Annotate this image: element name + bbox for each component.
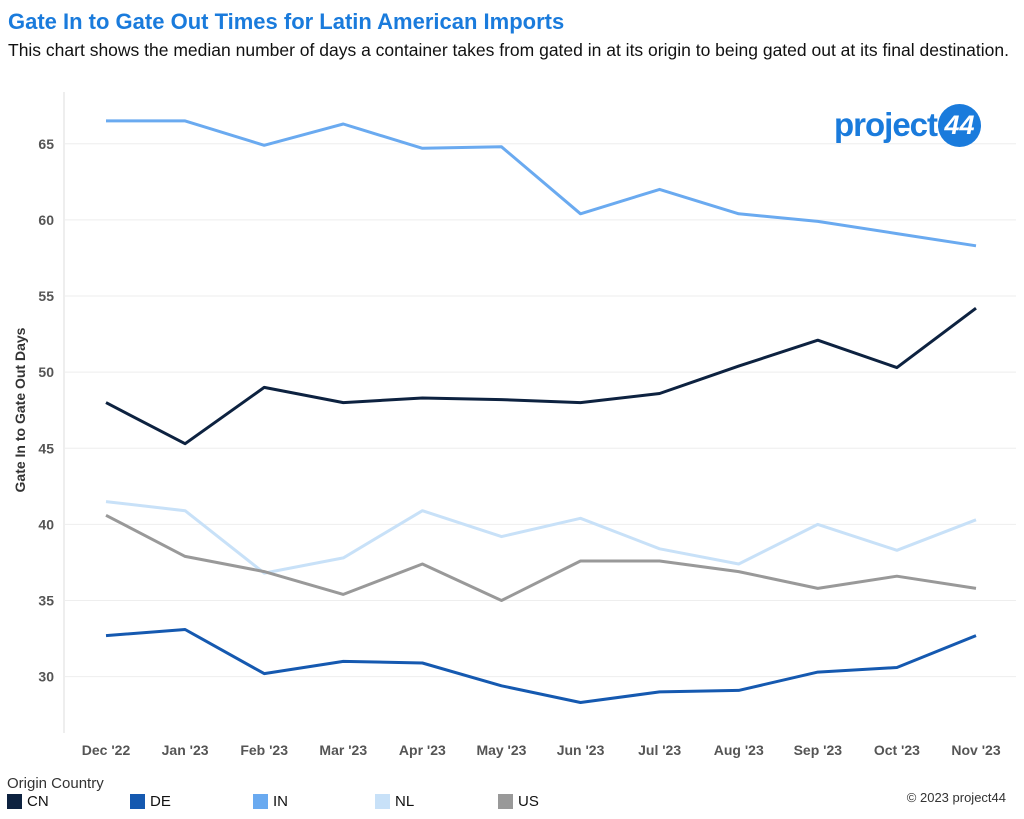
x-axis-ticks: Dec '22 Jan '23 Feb '23 Mar '23 Apr '23 May '… (82, 742, 1001, 758)
x-tick-label: Dec '22 (82, 742, 131, 758)
x-tick-label: Jan '23 (162, 742, 209, 758)
logo-badge: 44 (938, 103, 982, 147)
chart-title: Gate In to Gate Out Times for Latin Amer… (8, 9, 565, 34)
legend-swatch-cn (7, 794, 22, 809)
y-tick-label: 45 (38, 440, 54, 456)
gridlines (63, 92, 1016, 733)
series-line-us[interactable] (105, 513, 977, 602)
legend-swatch-in (253, 794, 268, 809)
y-tick-label: 55 (38, 288, 54, 304)
legend: CN DE IN NL US (7, 793, 687, 811)
legend-label-in: IN (273, 793, 288, 810)
x-tick-label: Feb '23 (240, 742, 288, 758)
y-tick-label: 65 (38, 136, 54, 152)
legend-label-cn: CN (27, 793, 49, 810)
y-axis-ticks: 30 35 40 45 50 55 60 65 (38, 136, 54, 685)
legend-item-de[interactable]: DE (130, 793, 171, 810)
legend-label-us: US (518, 793, 539, 810)
x-tick-label: Mar '23 (319, 742, 367, 758)
y-tick-label: 60 (38, 212, 54, 228)
legend-item-nl[interactable]: NL (375, 793, 414, 810)
series-line-cn[interactable] (105, 307, 977, 446)
series-lines (105, 119, 977, 704)
y-axis-label-container: Gate In to Gate Out Days (10, 290, 30, 530)
x-tick-label: Sep '23 (794, 742, 843, 758)
legend-item-in[interactable]: IN (253, 793, 288, 810)
series-line-nl[interactable] (105, 500, 977, 575)
y-tick-label: 35 (38, 593, 54, 609)
legend-item-us[interactable]: US (498, 793, 539, 810)
x-tick-label: Aug '23 (714, 742, 764, 758)
legend-swatch-nl (375, 794, 390, 809)
copyright-notice: © 2023 project44 (906, 790, 1006, 805)
project44-logo: project 44 (834, 103, 982, 147)
x-tick-label: Nov '23 (951, 742, 1000, 758)
y-tick-label: 30 (38, 669, 54, 685)
series-line-de[interactable] (105, 628, 977, 704)
legend-swatch-de (130, 794, 145, 809)
x-tick-label: Apr '23 (399, 742, 446, 758)
x-tick-label: Jul '23 (638, 742, 681, 758)
legend-swatch-us (498, 794, 513, 809)
legend-title: Origin Country (7, 775, 104, 792)
series-line-in[interactable] (106, 119, 977, 248)
x-tick-label: Oct '23 (874, 742, 920, 758)
y-tick-label: 40 (38, 516, 54, 532)
y-axis-label: Gate In to Gate Out Days (12, 327, 28, 493)
legend-label-de: DE (150, 793, 171, 810)
y-tick-label: 50 (38, 364, 54, 380)
chart-subtitle: This chart shows the median number of da… (8, 40, 1009, 60)
legend-label-nl: NL (395, 793, 415, 810)
logo-text: project (834, 106, 938, 143)
legend-item-cn[interactable]: CN (7, 793, 49, 810)
x-tick-label: Jun '23 (557, 742, 605, 758)
x-tick-label: May '23 (476, 742, 526, 758)
